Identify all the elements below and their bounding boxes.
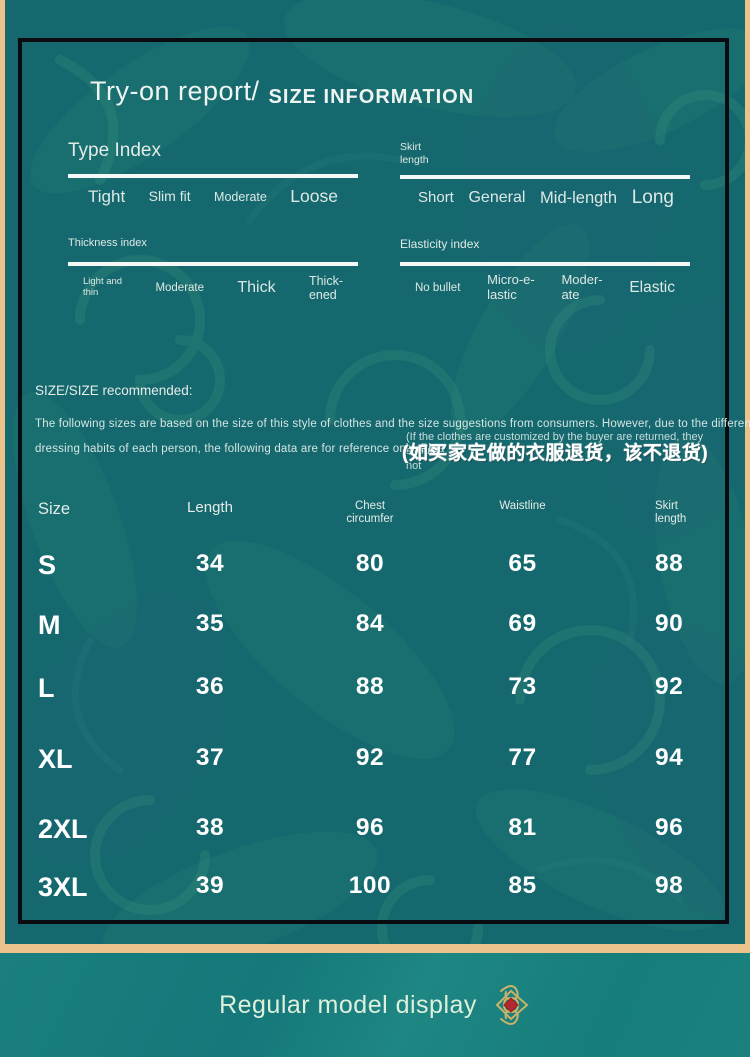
cell-waist: 73: [508, 673, 537, 700]
thickness-index-panel: Thickness index Light and thin Moderate …: [68, 237, 358, 302]
skirt-length-panel: Skirt length Short General Mid-length Lo…: [400, 141, 690, 208]
option-no-bullet: No bullet: [415, 281, 461, 294]
divider-line: [400, 175, 690, 179]
footer-band: Regular model display: [0, 953, 750, 1057]
right-border-strip: [745, 0, 750, 944]
cell-length: 35: [195, 610, 225, 637]
thickness-index-label: Thickness index: [68, 237, 147, 249]
cell-length: 38: [195, 814, 225, 841]
black-frame: [18, 38, 729, 924]
cell-size: L: [38, 673, 55, 703]
cell-chest: 100: [348, 872, 392, 899]
divider-line: [400, 262, 690, 266]
header-size: Size: [38, 500, 71, 518]
elasticity-options: No bullet Micro-e- lastic Moder- ate Ela…: [400, 268, 690, 308]
recommend-text-line2: dressing habits of each person, the foll…: [35, 443, 445, 455]
skirt-length-options: Short General Mid-length Long: [400, 181, 690, 215]
size-table-header: Size Length Chest circumfer Waistline Sk…: [30, 499, 730, 526]
table-row: 2XL 38 96 81 96: [30, 814, 730, 844]
cell-length: 36: [195, 673, 225, 700]
cell-waist: 81: [508, 814, 537, 841]
elasticity-index-panel: Elasticity index No bullet Micro-e- last…: [400, 237, 690, 302]
option-slim-fit: Slim fit: [148, 188, 191, 205]
cell-skirt: 96: [655, 814, 684, 841]
thickness-options: Light and thin Moderate Thick Thick- ene…: [68, 268, 358, 308]
option-moderate: Moderate: [155, 281, 205, 294]
option-loose: Loose: [290, 186, 338, 207]
size-recommended-heading: SIZE/SIZE recommended:: [35, 383, 193, 398]
ornament-icon: [495, 985, 529, 1025]
header-waistline: Waistline: [499, 500, 546, 512]
cell-chest: 96: [355, 814, 385, 841]
cell-waist: 65: [508, 550, 537, 577]
cell-waist: 69: [508, 610, 537, 637]
cell-size: 3XL: [38, 872, 88, 902]
table-row: 3XL 39 100 85 98: [30, 872, 730, 902]
cell-length: 37: [195, 744, 225, 771]
page-title: Try-on report/ SIZE INFORMATION: [90, 76, 474, 109]
option-general: General: [468, 189, 526, 207]
option-micro-elastic: Micro-e- lastic: [487, 272, 535, 302]
divider-line: [68, 174, 358, 178]
option-light-and-thin: Light and thin: [83, 276, 123, 298]
cell-chest: 84: [355, 610, 385, 637]
skirt-length-label: Skirt length: [400, 141, 429, 166]
option-moderate: Moder- ate: [561, 272, 603, 302]
cell-chest: 80: [355, 550, 385, 577]
recommend-text-line1: The following sizes are based on the siz…: [35, 418, 750, 430]
cell-skirt: 98: [655, 872, 684, 899]
header-chest: Chest circumfer: [346, 500, 394, 525]
table-row: XL 37 92 77 94: [30, 744, 730, 774]
cell-size: XL: [38, 744, 73, 774]
option-moderate: Moderate: [214, 190, 267, 204]
cell-chest: 88: [355, 673, 385, 700]
custom-return-note-zh: (如买家定做的衣服退货，该不退货): [402, 443, 709, 464]
cell-skirt: 92: [655, 673, 684, 700]
cell-chest: 92: [355, 744, 385, 771]
table-row: S 34 80 65 88: [30, 550, 730, 580]
table-row: M 35 84 69 90: [30, 610, 730, 640]
option-elastic: Elastic: [629, 279, 675, 297]
cell-waist: 85: [508, 872, 537, 899]
cell-size: M: [38, 610, 61, 640]
custom-return-note-en: (If the clothes are customized by the bu…: [406, 431, 704, 472]
paisley-pattern-background: [55, 55, 750, 953]
cell-size: S: [38, 550, 57, 580]
elasticity-index-label: Elasticity index: [400, 237, 480, 251]
type-index-panel: Type Index Tight Slim fit Moderate Loose: [68, 140, 358, 206]
cell-waist: 77: [508, 744, 537, 771]
cell-skirt: 88: [655, 550, 684, 577]
cell-length: 39: [195, 872, 225, 899]
option-tight: Tight: [88, 187, 126, 207]
bottom-border-strip: [0, 944, 750, 953]
option-mid-length: Mid-length: [540, 188, 618, 207]
divider-line: [68, 262, 358, 266]
cell-length: 34: [195, 550, 225, 577]
option-thick: Thick: [237, 279, 276, 297]
title-primary: Try-on report/: [90, 76, 260, 106]
type-index-options: Tight Slim fit Moderate Loose: [68, 180, 358, 214]
option-short: Short: [418, 188, 454, 206]
option-thickened: Thick- ened: [308, 274, 343, 302]
cell-skirt: 90: [655, 610, 684, 637]
footer-title: Regular model display: [219, 990, 477, 1019]
table-row: L 36 88 73 92: [30, 673, 730, 703]
type-index-label: Type Index: [68, 140, 161, 161]
option-long: Long: [631, 187, 674, 209]
left-border-strip: [0, 0, 5, 944]
header-length: Length: [187, 499, 233, 516]
cell-size: 2XL: [38, 814, 88, 844]
cell-skirt: 94: [655, 744, 684, 771]
header-skirt: Skirt length: [655, 500, 687, 525]
title-secondary: SIZE INFORMATION: [268, 86, 475, 108]
